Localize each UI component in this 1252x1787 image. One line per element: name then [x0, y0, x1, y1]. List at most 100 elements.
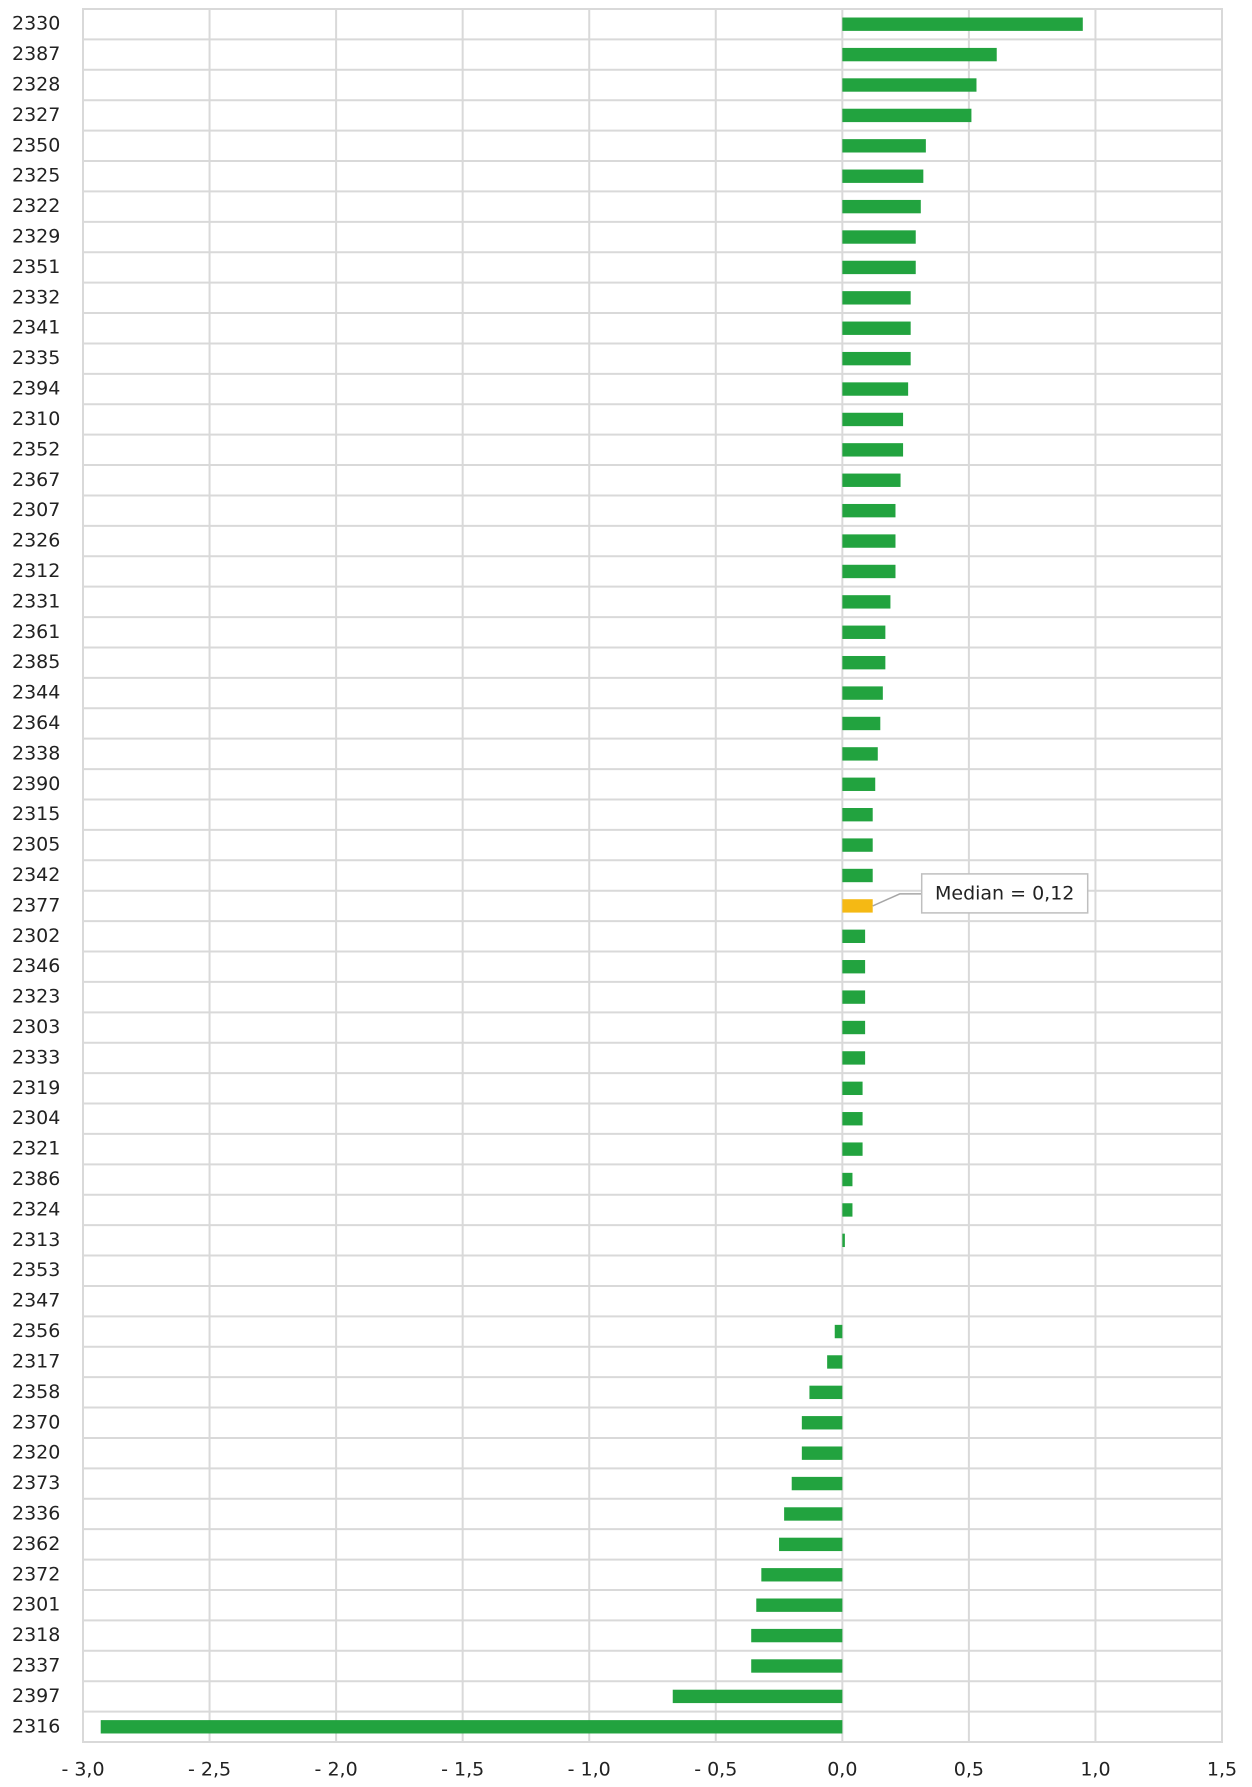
y-tick-label: 2321 [12, 1138, 60, 1160]
bar [842, 503, 896, 518]
bar [842, 747, 878, 761]
y-tick-label: 2342 [12, 864, 60, 886]
y-tick-label: 2318 [12, 1624, 60, 1646]
y-tick-label: 2336 [12, 1502, 60, 1524]
x-tick-label: - 2,5 [188, 1759, 231, 1781]
bar [751, 1628, 843, 1643]
y-tick-label: 2303 [12, 1016, 60, 1038]
bar [100, 1720, 843, 1734]
bar [842, 1112, 863, 1126]
y-tick-label: 2316 [12, 1715, 60, 1737]
x-tick-label: - 3,0 [61, 1759, 104, 1781]
bar [842, 108, 972, 123]
y-tick-label: 2370 [12, 1411, 60, 1433]
bar [842, 1172, 853, 1187]
x-tick-label: - 1,5 [441, 1759, 484, 1781]
bar [842, 291, 911, 305]
y-tick-label: 2350 [12, 134, 60, 156]
y-tick-label: 2323 [12, 986, 60, 1008]
bar [842, 534, 896, 548]
bar [842, 716, 881, 731]
y-tick-label: 2385 [12, 651, 60, 673]
x-tick-label: 0,0 [827, 1759, 857, 1781]
y-tick-label: 2301 [12, 1594, 60, 1616]
y-tick-label: 2331 [12, 590, 60, 612]
y-tick-label: 2319 [12, 1077, 60, 1099]
bar [672, 1689, 843, 1704]
y-tick-label: 2373 [12, 1472, 60, 1494]
bar [842, 199, 921, 214]
y-tick-label: 2329 [12, 226, 60, 248]
y-tick-label: 2367 [12, 469, 60, 491]
y-tick-label: 2390 [12, 773, 60, 795]
bar [801, 1446, 843, 1460]
bar [842, 17, 1083, 31]
bar [842, 929, 866, 943]
x-tick-label: 0,5 [954, 1759, 984, 1781]
y-tick-label: 2364 [12, 712, 60, 734]
bar [842, 1051, 866, 1065]
x-tick-label: 1,0 [1080, 1759, 1110, 1781]
y-tick-label: 2344 [12, 682, 60, 704]
y-tick-label: 2397 [12, 1685, 60, 1707]
bar [791, 1476, 843, 1491]
bar [842, 169, 924, 183]
bar [842, 412, 904, 427]
y-tick-label: 2312 [12, 560, 60, 582]
y-tick-label: 2335 [12, 347, 60, 369]
plot-border [82, 8, 1223, 1743]
bar [842, 321, 911, 335]
x-tick-label: - 1,0 [568, 1759, 611, 1781]
annotation: Median = 0,12 [935, 882, 1074, 904]
bar [842, 1203, 853, 1217]
bar [842, 260, 916, 275]
y-tick-label: 2322 [12, 195, 60, 217]
bar [842, 351, 911, 366]
y-tick-label: 2317 [12, 1350, 60, 1372]
bar [842, 47, 997, 62]
y-tick-label: 2377 [12, 894, 60, 916]
y-tick-label: 2372 [12, 1563, 60, 1585]
bar [842, 960, 866, 974]
x-tick-label: - 0,5 [694, 1759, 737, 1781]
bar [842, 625, 886, 639]
bar [842, 382, 909, 396]
bar [809, 1385, 843, 1400]
y-tick-label: 2361 [12, 621, 60, 643]
y-tick-label: 2326 [12, 530, 60, 552]
bar [842, 838, 873, 852]
y-tick-label: 2315 [12, 803, 60, 825]
bar [842, 139, 926, 153]
y-tick-label: 2313 [12, 1229, 60, 1251]
x-tick-label: 1,5 [1207, 1759, 1237, 1781]
bar [842, 78, 977, 92]
bar [842, 899, 873, 913]
y-tick-label: 2341 [12, 317, 60, 339]
bar [842, 686, 883, 700]
bar [842, 1020, 866, 1035]
y-tick-label: 2352 [12, 438, 60, 460]
y-tick-label: 2358 [12, 1381, 60, 1403]
bar [842, 1142, 863, 1156]
bar [842, 230, 916, 244]
bar [842, 473, 901, 487]
y-tick-label: 2325 [12, 165, 60, 187]
bar [842, 777, 876, 791]
bar [827, 1355, 843, 1369]
annotation-leader [872, 893, 922, 907]
y-tick-label: 2338 [12, 742, 60, 764]
bar [842, 990, 866, 1004]
bar [761, 1568, 843, 1582]
y-tick-label: 2330 [12, 13, 60, 35]
y-tick-label: 2337 [12, 1654, 60, 1676]
y-tick-label: 2356 [12, 1320, 60, 1342]
y-tick-label: 2362 [12, 1533, 60, 1555]
x-tick-label: - 2,0 [315, 1759, 358, 1781]
y-tick-label: 2394 [12, 378, 60, 400]
bar [842, 595, 891, 609]
bar [784, 1507, 843, 1521]
y-tick-label: 2347 [12, 1290, 60, 1312]
bar [842, 868, 873, 883]
y-tick-label: 2353 [12, 1259, 60, 1281]
